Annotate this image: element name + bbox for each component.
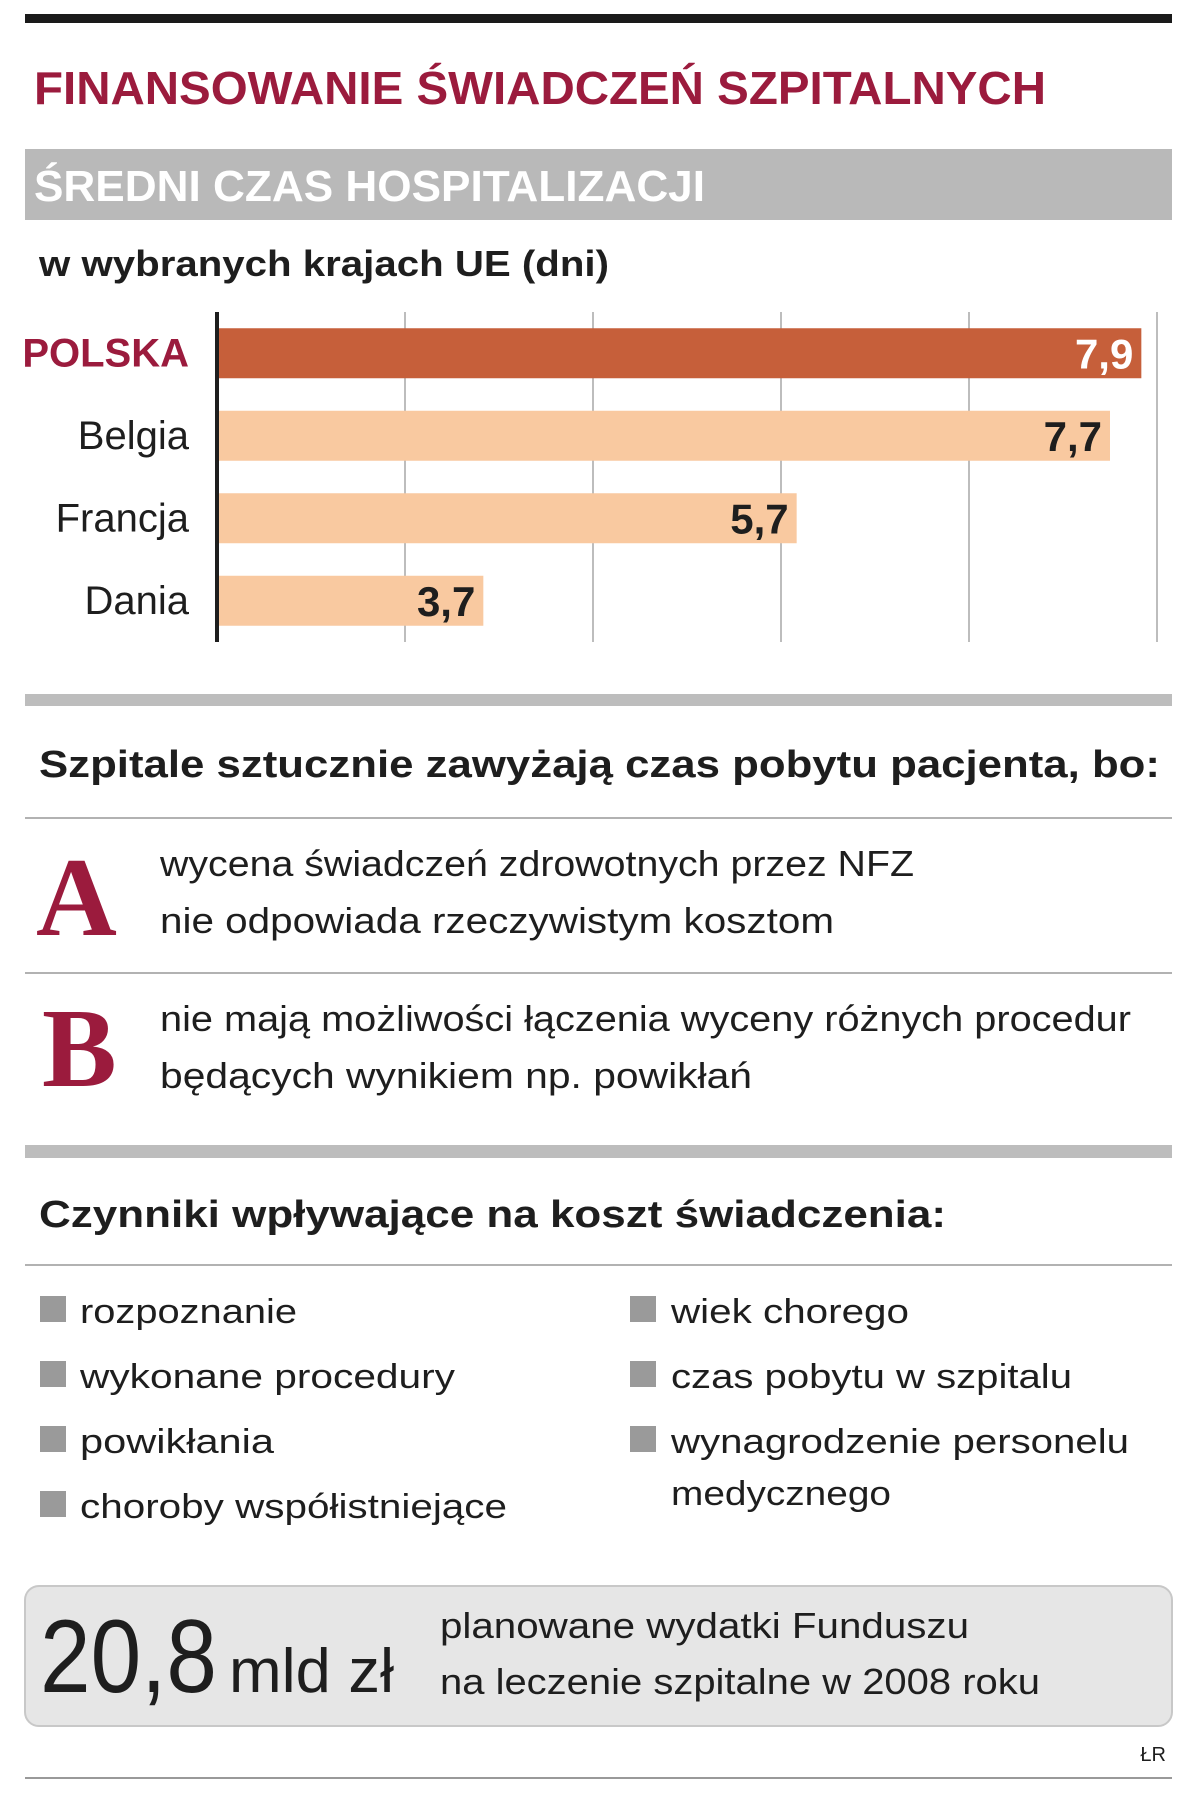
amount-unit: mld zł	[229, 1637, 394, 1706]
factor: czas pobytu w szpitalu	[671, 1358, 1072, 1396]
bullet	[40, 1491, 66, 1517]
title: FINANSOWANIE ŚWIADCZEŃ SZPITALNYCH	[34, 62, 1046, 114]
reason-line: nie mają możliwości łączenia wyceny różn…	[160, 998, 1131, 1039]
separator	[25, 1145, 1172, 1158]
bar-chart: POLSKA 7,9 Belgia 7,7 Francja 5,7 Dania 3,7	[22, 312, 1158, 642]
letter: A	[36, 836, 117, 960]
summary-box	[24, 1585, 1173, 1727]
reason-line: nie odpowiada rzeczywistym kosztom	[160, 900, 834, 941]
factor: wykonane procedury	[79, 1358, 455, 1396]
reason-line: wycena świadczeń zdrowotnych przez NFZ	[159, 843, 914, 884]
bullet	[40, 1361, 66, 1387]
summary-line: na leczenie szpitalne w 2008 roku	[440, 1661, 1040, 1702]
top-rule	[25, 14, 1172, 23]
bullet	[630, 1296, 656, 1322]
bar	[217, 493, 797, 544]
bullet	[630, 1426, 656, 1452]
category-label: POLSKA	[22, 331, 189, 375]
reasons-heading: Szpitale sztucznie zawyżają czas pobytu …	[39, 744, 1160, 786]
letter: B	[42, 987, 117, 1111]
reason-line: będących wynikiem np. powikłań	[160, 1055, 752, 1096]
amount: 20,8	[40, 1599, 217, 1715]
factor: medycznego	[671, 1475, 891, 1513]
bar	[217, 575, 484, 626]
credit: ŁR	[1140, 1744, 1166, 1766]
bullet	[40, 1296, 66, 1322]
factor: choroby współistniejące	[80, 1488, 507, 1526]
category-label: Dania	[84, 579, 189, 623]
bar	[217, 410, 1110, 461]
section-title: ŚREDNI CZAS HOSPITALIZACJI	[34, 161, 705, 211]
factor: wiek chorego	[670, 1293, 909, 1331]
factor: powikłania	[80, 1423, 274, 1461]
factor: wynagrodzenie personelu	[670, 1423, 1129, 1461]
category-label: Belgia	[78, 414, 190, 458]
value-label: 7,9	[1075, 330, 1133, 377]
section-band	[25, 149, 1172, 220]
bullet	[40, 1426, 66, 1452]
subtitle: w wybranych krajach UE (dni)	[38, 243, 609, 284]
value-label: 7,7	[1044, 413, 1102, 460]
summary-line: planowane wydatki Funduszu	[440, 1605, 969, 1646]
value-label: 5,7	[730, 495, 788, 542]
separator	[25, 694, 1172, 706]
factors-heading: Czynniki wpływające na koszt świadczenia…	[39, 1194, 946, 1236]
value-label: 3,7	[417, 578, 475, 625]
bar	[217, 328, 1142, 379]
bullet	[630, 1361, 656, 1387]
category-label: Francja	[56, 496, 190, 540]
factor: rozpoznanie	[80, 1293, 297, 1331]
bullets	[40, 1296, 656, 1517]
